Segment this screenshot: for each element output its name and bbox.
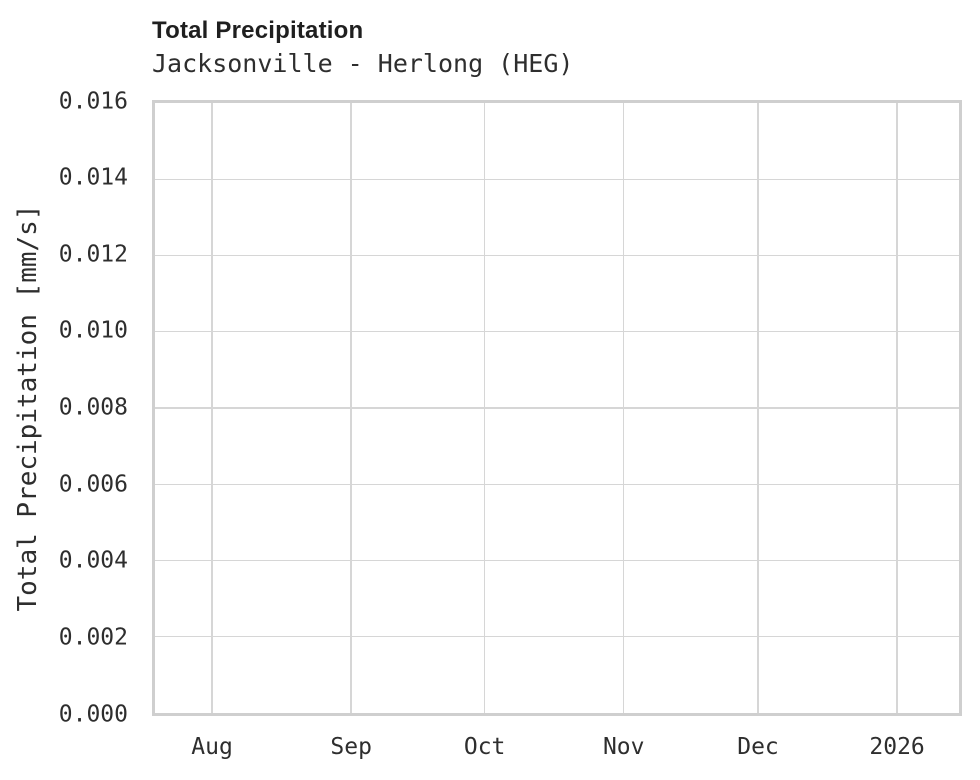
v-gridline — [896, 103, 898, 713]
x-tick-label: Dec — [737, 734, 779, 760]
h-gridline — [155, 483, 959, 485]
chart-subtitle: Jacksonville - Herlong (HEG) — [152, 49, 574, 78]
h-gridline — [155, 331, 959, 333]
x-tick-label: Nov — [602, 734, 645, 760]
v-gridline — [483, 103, 486, 713]
chart-title: Total Precipitation — [152, 17, 364, 44]
x-tick-label: Sep — [330, 734, 372, 760]
y-tick-label: 0.002 — [58, 624, 128, 651]
h-gridline — [155, 559, 959, 562]
y-tick-label: 0.008 — [58, 394, 128, 421]
y-tick-label: 0.010 — [58, 317, 128, 344]
v-gridline — [211, 103, 213, 713]
v-gridline — [350, 103, 352, 713]
y-tick-label: 0.006 — [58, 471, 128, 498]
y-tick-label: 0.014 — [58, 164, 128, 191]
v-gridline — [623, 103, 625, 713]
h-gridline — [155, 254, 959, 257]
x-tick-label: 2026 — [869, 734, 925, 760]
h-gridline — [155, 636, 959, 638]
y-tick-label: 0.012 — [58, 241, 128, 268]
y-tick-label: 0.004 — [58, 547, 128, 574]
x-tick-label: Oct — [463, 734, 506, 760]
y-tick-label: 0.016 — [58, 88, 128, 114]
h-gridline — [155, 178, 959, 180]
v-gridline — [757, 103, 759, 713]
plot-area — [152, 100, 962, 716]
y-tick-label: 0.000 — [58, 701, 128, 727]
x-tick-label: Aug — [191, 734, 233, 760]
h-gridline — [155, 407, 959, 409]
